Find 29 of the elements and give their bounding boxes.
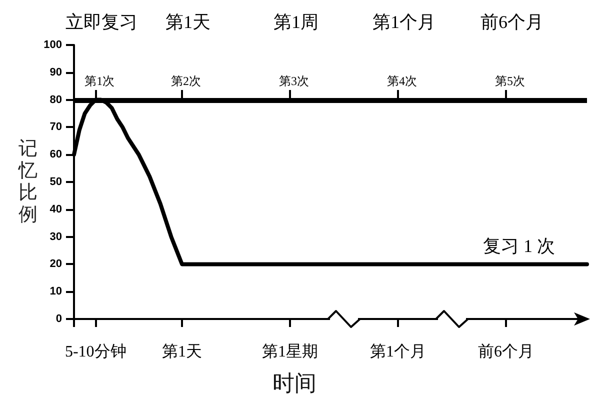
x-tick-label: 前6个月 [478,342,534,360]
y-tick-label: 20 [50,258,62,270]
y-tick-label: 10 [50,286,62,298]
series-label: 复习 1 次 [483,236,555,256]
y-tick-label: 70 [50,121,62,134]
y-tick-label: 30 [50,230,62,243]
y-tick-label: 80 [50,94,62,106]
text: 第1周 [274,12,318,32]
text: 前6个月 [480,12,544,32]
x-axis-title: 时间 [272,370,316,396]
y-tick-label: 40 [50,203,62,216]
y-tick-label: 90 [50,66,62,78]
annotation: 第1次 [84,74,115,88]
y-tick-label: 0 [56,313,62,325]
text: 第1天 [166,12,210,32]
x-tick-label: 5-10分钟 [64,344,126,360]
y-tick-label: 100 [44,39,62,51]
y-tick-label: 60 [50,148,62,161]
y-tick-label: 50 [50,176,62,188]
annotation: 第5次 [495,74,525,88]
x-tick-label: 第1天 [162,344,202,360]
annotation: 第4次 [387,74,417,88]
y-axis-title: 记忆比例 [18,138,38,226]
text: 第1个月 [372,12,436,32]
annotation: 第2次 [171,74,201,88]
x-tick-label: 第1星期 [262,342,318,360]
annotation: 第3次 [279,74,309,88]
text: 立即复习 [66,12,138,32]
x-tick-label: 第1个月 [370,342,426,360]
